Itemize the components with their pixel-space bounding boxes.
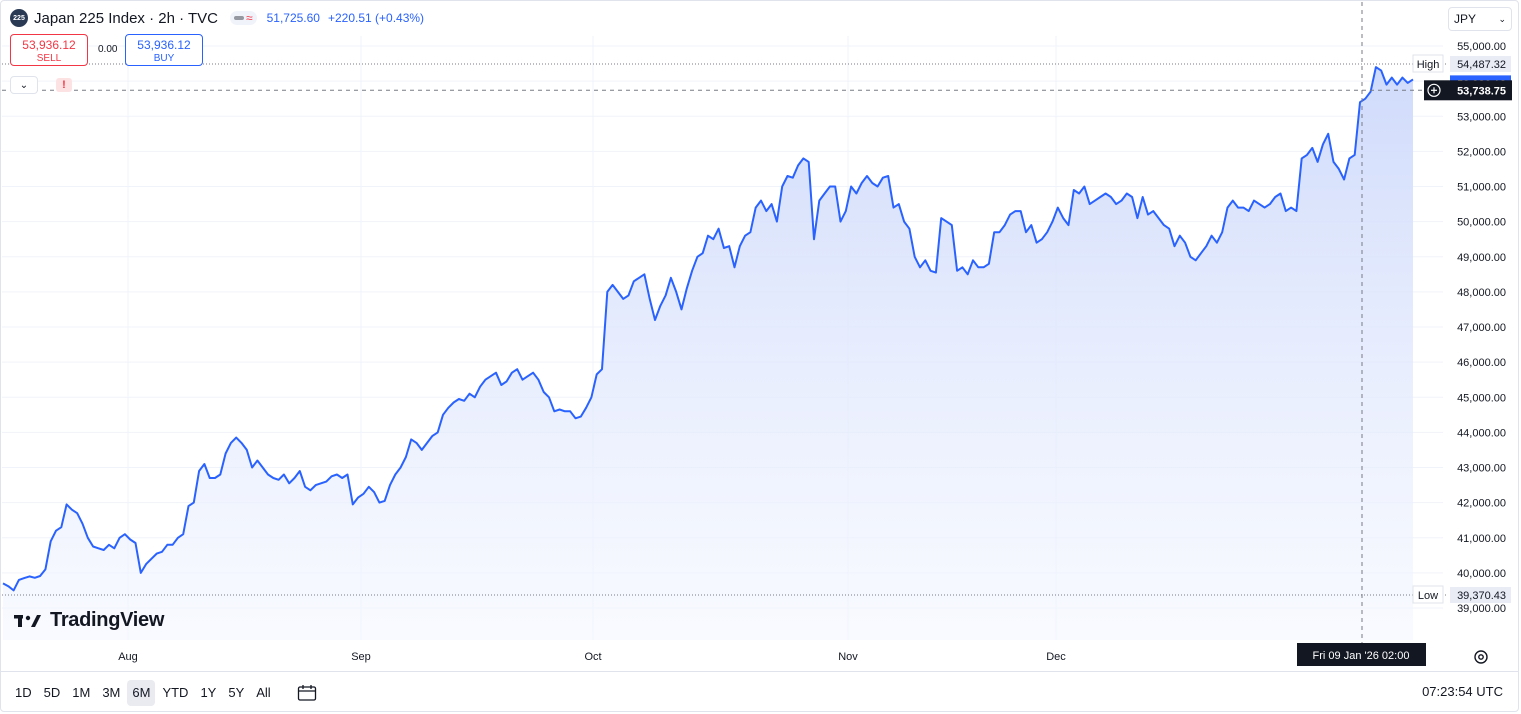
high-value-box: [1450, 56, 1511, 73]
chart-overlays: [2, 2, 1448, 646]
price-tick-label: 48,000.00: [1457, 287, 1506, 299]
price-tick-label: 45,000.00: [1457, 392, 1506, 404]
sell-price: 53,936.12: [22, 38, 76, 52]
price-tick-label: 39,000.00: [1457, 603, 1506, 615]
range-3m[interactable]: 3M: [102, 685, 121, 700]
crosshair-time-text: Fri 09 Jan '26 02:00: [1313, 650, 1410, 662]
range-ytd[interactable]: YTD: [162, 685, 189, 700]
tradingview-logo[interactable]: TradingView: [14, 609, 164, 632]
indicator-dot-icon: [234, 16, 244, 20]
price-tick-label: 49,000.00: [1457, 252, 1506, 264]
crosshair-time-badge: [1297, 643, 1426, 666]
time-tick-label: Nov: [838, 651, 858, 663]
area-fill: [3, 67, 1413, 641]
low-value-box: [1450, 586, 1511, 603]
price-change: +220.51 (+0.43%): [327, 11, 425, 25]
price-tick-label: 43,000.00: [1457, 463, 1506, 475]
price-tick-label: 53,000.00: [1457, 111, 1506, 123]
price-tick-label: 50,000.00: [1457, 217, 1506, 229]
price-tick-label: 44,000.00: [1457, 427, 1506, 439]
low-label: Low: [1418, 590, 1438, 602]
price-tick-label: 40,000.00: [1457, 568, 1506, 580]
bottom-toolbar: 1D 5D 1M 3M 6M YTD 1Y 5Y All 07:23:54 UT…: [0, 671, 1519, 710]
collapse-button[interactable]: ⌄: [10, 76, 38, 94]
low-label-box: [1412, 585, 1444, 604]
spread-value: 0.00: [98, 44, 118, 55]
utc-clock: 07:23:54 UTC: [1422, 684, 1503, 699]
price-tick-label: 47,000.00: [1457, 322, 1506, 334]
compare-icon[interactable]: [296, 682, 318, 704]
series-line: [2, 66, 1414, 592]
chart-header: 225 Japan 225 Index · 2h · TVC ≈ 51,725.…: [10, 8, 424, 28]
currency-select[interactable]: JPY ⌄: [1448, 7, 1512, 31]
price-tick-label: 41,000.00: [1457, 533, 1506, 545]
time-tick-label: Sep: [351, 651, 371, 663]
time-tick-label: Oct: [584, 651, 601, 663]
crosshair-price-badge: [1424, 80, 1512, 101]
range-5d[interactable]: 5D: [43, 685, 61, 700]
range-1y[interactable]: 1Y: [200, 685, 217, 700]
buy-label: BUY: [153, 53, 175, 64]
tradingview-mark-icon: [14, 614, 41, 627]
indicator-wave-icon: ≈: [246, 11, 253, 25]
price-tick-label: 52,000.00: [1457, 146, 1506, 158]
symbol-logo[interactable]: 225: [10, 9, 28, 27]
high-label-box: [1412, 54, 1444, 73]
gear-icon[interactable]: [1472, 648, 1490, 666]
price-area: [2, 66, 1414, 641]
range-1d[interactable]: 1D: [15, 685, 32, 700]
chevron-down-icon: ⌄: [1498, 13, 1506, 24]
alert-icon[interactable]: !: [56, 78, 72, 92]
price-tick-label: 55,000.00: [1457, 41, 1506, 53]
last-price: 51,725.60: [266, 11, 320, 25]
range-1m[interactable]: 1M: [72, 685, 91, 700]
time-tick-label: Aug: [118, 651, 138, 663]
sell-button[interactable]: 53,936.12 SELL: [10, 34, 88, 66]
range-selector: 1D 5D 1M 3M 6M YTD 1Y 5Y All: [10, 680, 318, 706]
range-all[interactable]: All: [256, 685, 271, 700]
buy-price: 53,936.12: [137, 38, 191, 52]
indicator-toggle[interactable]: ≈: [230, 11, 257, 25]
time-scale[interactable]: Aug Sep Oct Nov Dec Fri 09 Jan '26 02:00: [118, 643, 1426, 666]
crosshair-plus-icon: [1427, 83, 1441, 97]
range-6m[interactable]: 6M: [127, 680, 156, 706]
sell-label: SELL: [36, 53, 62, 64]
chevron-down-icon: ⌄: [19, 79, 29, 91]
buy-button[interactable]: 53,936.12 BUY: [125, 34, 203, 66]
price-tick-label: 46,000.00: [1457, 357, 1506, 369]
crosshair-price-text: 53,738.75: [1457, 85, 1506, 97]
high-value: 54,487.32: [1457, 59, 1506, 71]
range-5y[interactable]: 5Y: [228, 685, 245, 700]
currency-value: JPY: [1454, 12, 1477, 26]
high-label: High: [1417, 59, 1440, 71]
price-scale[interactable]: 55,000.0054,000.0053,000.0052,000.0051,0…: [1412, 41, 1512, 615]
time-tick-label: Dec: [1046, 651, 1066, 663]
low-value: 39,370.43: [1457, 590, 1506, 602]
price-tick-label: 51,000.00: [1457, 182, 1506, 194]
symbol-title[interactable]: Japan 225 Index · 2h · TVC: [34, 9, 218, 27]
price-tick-label: 42,000.00: [1457, 498, 1506, 510]
brand-name: TradingView: [50, 609, 165, 631]
